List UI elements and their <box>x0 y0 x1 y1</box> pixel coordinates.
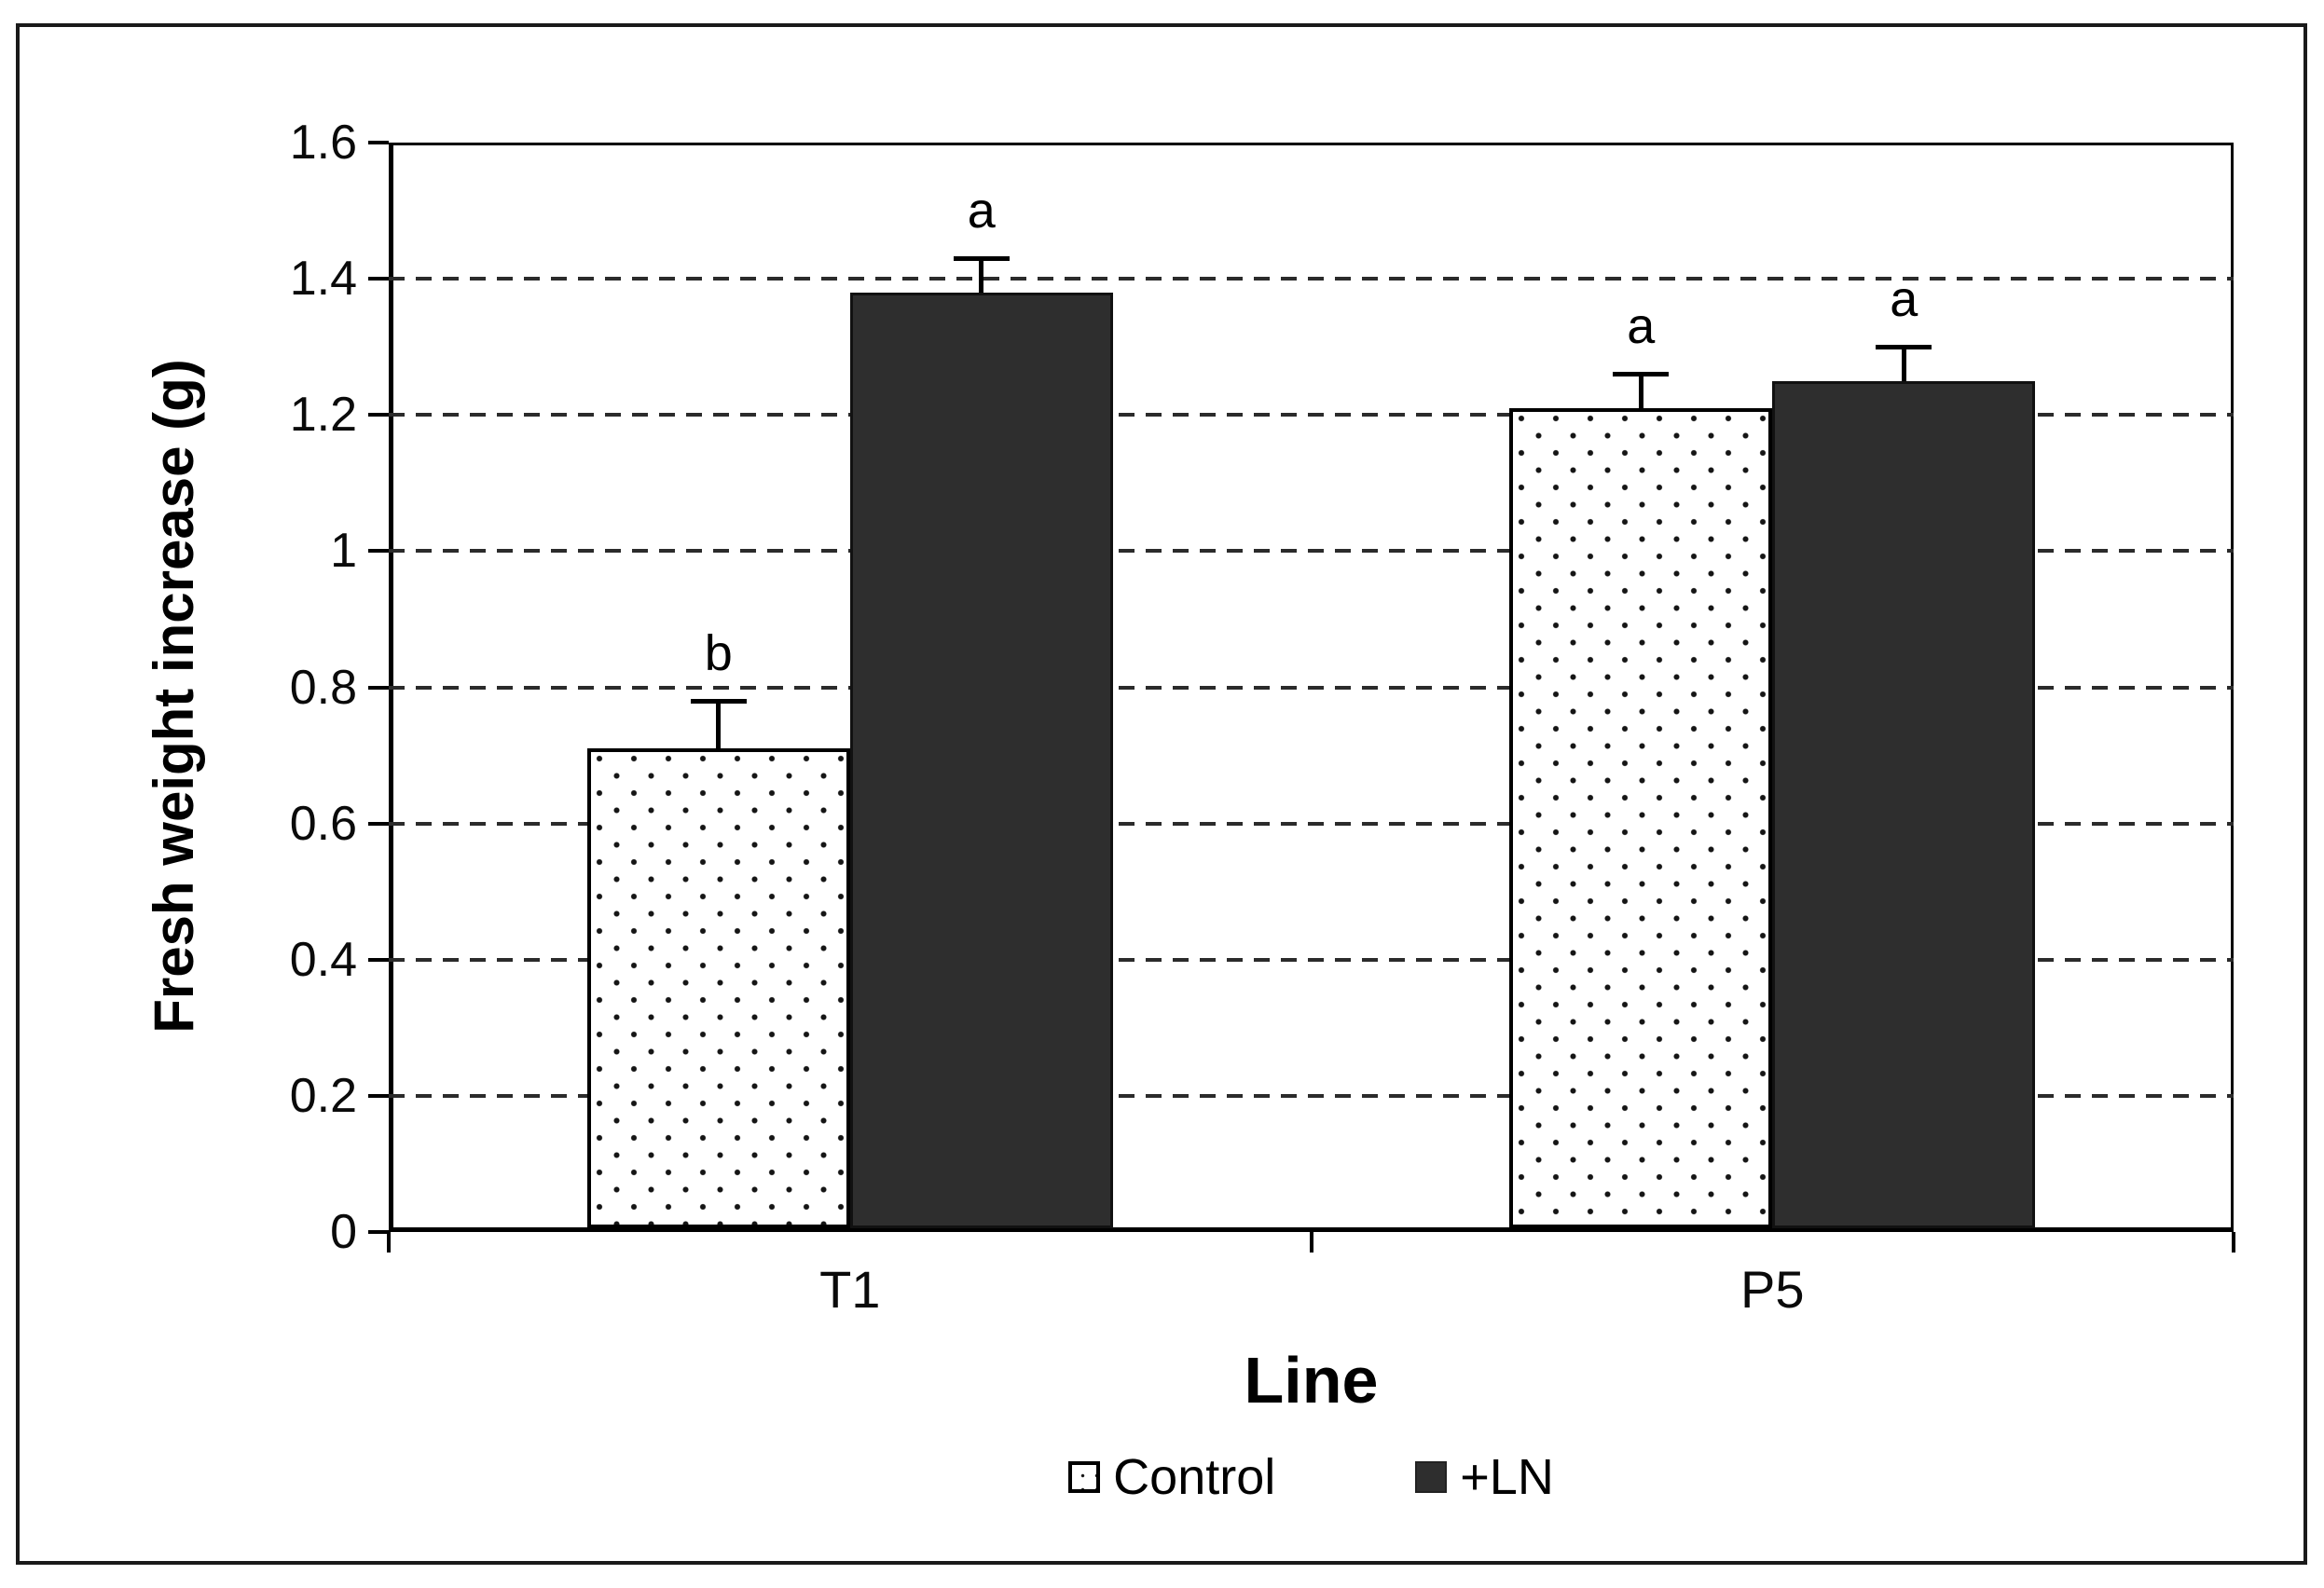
y-axis-tick-0.4 <box>368 957 389 962</box>
error-cap-t1-control <box>690 699 747 705</box>
y-tick-label-1.4: 1.4 <box>289 252 357 307</box>
y-axis-title: Fresh weight increase (g) <box>143 359 205 1034</box>
error-cap-p5-ln <box>1876 345 1932 350</box>
error-bar-t1-control <box>716 701 722 749</box>
bar-p5-ln <box>1772 380 2036 1228</box>
y-tick-label-0: 0 <box>330 1205 357 1259</box>
control-swatch-icon <box>1068 1461 1101 1493</box>
bar-t1-ln <box>849 292 1113 1228</box>
y-axis-tick-0.6 <box>368 821 389 826</box>
y-tick-label-1: 1 <box>330 524 357 579</box>
x-axis-tick-0 <box>387 1232 391 1253</box>
x-category-label-t1: T1 <box>819 1260 881 1319</box>
y-tick-label-0.4: 0.4 <box>289 932 357 987</box>
y-tick-label-1.6: 1.6 <box>289 116 357 170</box>
legend-item-control: Control <box>1068 1452 1275 1502</box>
y-tick-label-1.2: 1.2 <box>289 388 357 443</box>
error-cap-p5-control <box>1613 372 1670 377</box>
x-category-label-p5: P5 <box>1740 1260 1805 1319</box>
ln-swatch-icon <box>1415 1461 1448 1493</box>
y-axis-tick-0.8 <box>368 685 389 690</box>
sig-letter-p5-ln: a <box>1890 271 1918 328</box>
gridline-0.6 <box>389 821 2234 826</box>
legend-item-ln: +LN <box>1415 1452 1554 1502</box>
legend-label-control: Control <box>1113 1449 1276 1505</box>
y-axis-tick-1.2 <box>368 413 389 418</box>
y-axis-tick-0 <box>368 1230 389 1234</box>
error-bar-p5-control <box>1638 374 1643 408</box>
y-tick-label-0.6: 0.6 <box>289 796 357 851</box>
x-axis-tick-2 <box>2232 1232 2235 1253</box>
bar-t1-control <box>586 748 850 1228</box>
bar-p5-control <box>1509 407 1773 1228</box>
y-axis-tick-1 <box>368 549 389 554</box>
gridline-0.4 <box>389 957 2234 962</box>
sig-letter-t1-control: b <box>704 625 733 682</box>
error-cap-t1-ln <box>953 256 1010 262</box>
x-axis-tick-1 <box>1309 1232 1313 1253</box>
gridline-1 <box>389 549 2234 554</box>
error-bar-t1-ln <box>979 258 984 293</box>
error-bar-p5-ln <box>1901 347 1906 381</box>
sig-letter-t1-ln: a <box>967 183 996 240</box>
x-axis-title: Line <box>1244 1344 1379 1417</box>
y-axis-tick-1.4 <box>368 277 389 281</box>
gridline-1.2 <box>389 413 2234 418</box>
sig-letter-p5-control: a <box>1627 298 1656 355</box>
gridline-1.4 <box>389 277 2234 281</box>
y-tick-label-0.2: 0.2 <box>289 1068 357 1123</box>
gridline-0.2 <box>389 1093 2234 1098</box>
y-tick-label-0.8: 0.8 <box>289 660 357 715</box>
legend-label-ln: +LN <box>1460 1449 1554 1505</box>
gridline-0.8 <box>389 685 2234 690</box>
y-axis-tick-0.2 <box>368 1093 389 1098</box>
legend: Control +LN <box>389 1452 2234 1502</box>
y-axis-tick-1.6 <box>368 141 389 144</box>
